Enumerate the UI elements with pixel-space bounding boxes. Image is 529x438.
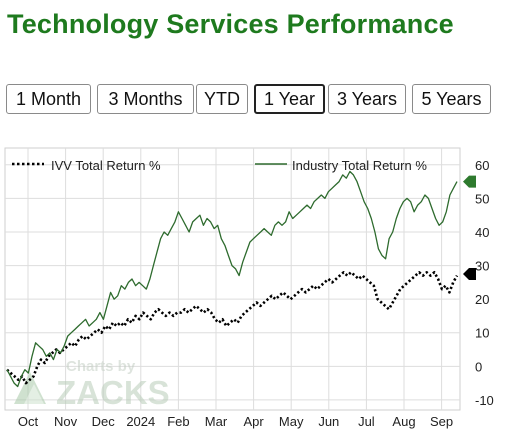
y-tick-label: 50 <box>475 191 489 206</box>
industry-end-marker <box>463 175 476 188</box>
y-axis: 60 50 40 30 20 10 0 -10 <box>475 158 494 408</box>
ivv-end-marker <box>463 267 476 280</box>
range-3-months-button[interactable]: 3 Months <box>97 84 194 114</box>
watermark-line1: Charts by <box>66 358 136 375</box>
chart-svg: Charts by ZACKS 60 50 40 30 20 10 0 -10 Oct Nov D… <box>4 147 494 429</box>
y-tick-label: 20 <box>475 292 489 307</box>
x-tick-label: Aug <box>392 414 415 429</box>
watermark-line2: ZACKS <box>56 374 170 411</box>
y-tick-label: 40 <box>475 225 489 240</box>
x-tick-label: Jun <box>318 414 339 429</box>
range-1-month-button[interactable]: 1 Month <box>6 84 91 114</box>
y-tick-label: 30 <box>475 259 489 274</box>
page-title: Technology Services Performance <box>7 9 454 39</box>
y-tick-label: -10 <box>475 393 494 408</box>
x-tick-label: Sep <box>430 414 453 429</box>
series-lines <box>6 170 459 388</box>
x-tick-label: Mar <box>205 414 228 429</box>
y-tick-label: 0 <box>475 359 482 374</box>
grid-lines <box>5 148 460 410</box>
range-3-years-button[interactable]: 3 Years <box>328 84 406 114</box>
y-tick-label: 60 <box>475 158 489 173</box>
legend-ivv-label: IVV Total Return % <box>51 158 161 173</box>
ivv-return-line <box>6 271 459 385</box>
x-tick-label: 2024 <box>126 414 155 429</box>
zacks-logo-inner-icon <box>24 384 44 404</box>
range-1-year-button[interactable]: 1 Year <box>254 84 325 114</box>
x-tick-label: Dec <box>92 414 116 429</box>
range-ytd-button[interactable]: YTD <box>196 84 248 114</box>
x-tick-label: May <box>279 414 304 429</box>
y-tick-label: 10 <box>475 326 489 341</box>
x-tick-label: Feb <box>167 414 189 429</box>
x-tick-label: Nov <box>54 414 78 429</box>
x-tick-label: Apr <box>243 414 264 429</box>
x-tick-label: Jul <box>358 414 375 429</box>
range-5-years-button[interactable]: 5 Years <box>412 84 491 114</box>
performance-chart: Charts by ZACKS 60 50 40 30 20 10 0 -10 Oct Nov D… <box>0 140 529 433</box>
x-axis: Oct Nov Dec 2024 Feb Mar Apr May Jun Jul Aug Sep <box>18 414 453 429</box>
industry-return-line <box>6 170 458 388</box>
legend-industry-label: Industry Total Return % <box>292 158 427 173</box>
end-markers <box>463 175 476 280</box>
zacks-watermark: Charts by ZACKS <box>14 358 170 411</box>
chart-legend: IVV Total Return % Industry Total Return… <box>12 158 427 173</box>
x-tick-label: Oct <box>18 414 39 429</box>
